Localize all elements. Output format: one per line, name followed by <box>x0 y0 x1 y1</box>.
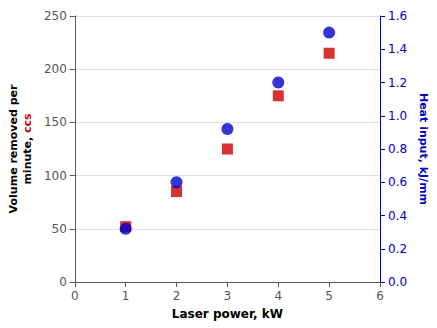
svg-text:0.4: 0.4 <box>388 209 407 223</box>
svg-text:50: 50 <box>52 222 67 236</box>
svg-text:2: 2 <box>173 289 181 303</box>
svg-text:0.0: 0.0 <box>388 275 407 289</box>
svg-text:Heat input, kJ/mm: Heat input, kJ/mm <box>417 93 430 205</box>
svg-text:1.0: 1.0 <box>388 109 407 123</box>
svg-text:0.8: 0.8 <box>388 142 407 156</box>
svg-text:5: 5 <box>325 289 333 303</box>
svg-text:200: 200 <box>44 62 67 76</box>
svg-text:250: 250 <box>44 9 67 23</box>
svg-text:1: 1 <box>122 289 130 303</box>
svg-text:1.2: 1.2 <box>388 76 407 90</box>
svg-text:Laser power, kW: Laser power, kW <box>172 307 283 321</box>
svg-text:0.2: 0.2 <box>388 242 407 256</box>
svg-text:ccs: ccs <box>21 113 34 133</box>
svg-text:minute,: minute, <box>21 133 34 185</box>
svg-text:0.6: 0.6 <box>388 175 407 189</box>
svg-text:1.4: 1.4 <box>388 42 407 56</box>
svg-text:0: 0 <box>71 289 79 303</box>
svg-text:Volume removed per: Volume removed per <box>7 84 20 213</box>
svg-text:150: 150 <box>44 115 67 129</box>
svg-text:0: 0 <box>59 275 67 289</box>
svg-text:100: 100 <box>44 169 67 183</box>
svg-text:3: 3 <box>224 289 232 303</box>
svg-text:1.6: 1.6 <box>388 9 407 23</box>
svg-text:4: 4 <box>274 289 282 303</box>
svg-text:6: 6 <box>376 289 384 303</box>
